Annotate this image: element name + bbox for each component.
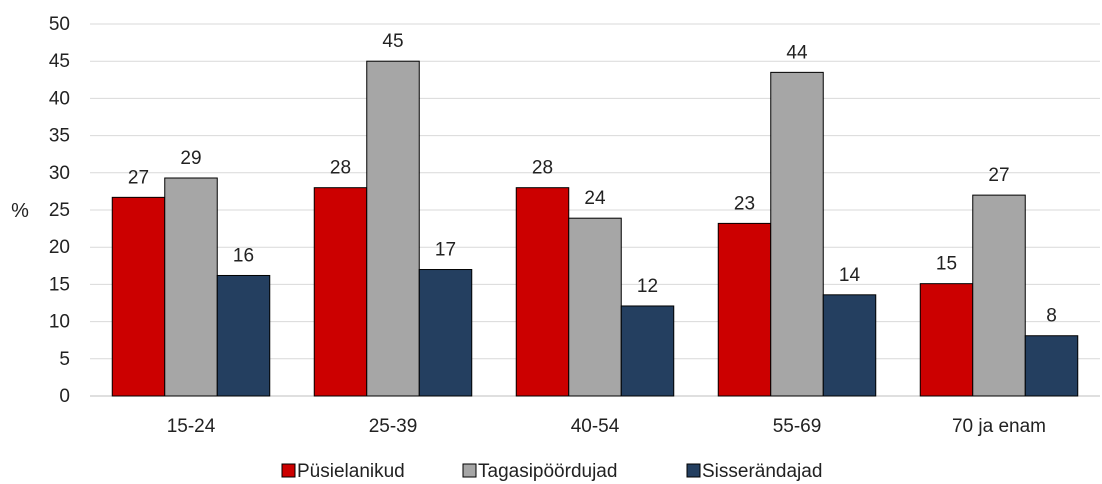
x-tick-label: 70 ja enam [952,416,1046,437]
legend-item: Tagasipöördujad [462,461,617,482]
x-tick-label: 25-39 [369,416,418,437]
y-tick-label: 30 [49,163,70,184]
data-label: 14 [839,265,861,286]
x-axis: 15-24 25-39 40-54 55-69 70 ja enam [167,416,1046,437]
y-axis-label: % [11,200,29,222]
y-tick-label: 50 [49,14,70,35]
legend-item: Püsielanikud [281,461,405,482]
data-label: 44 [786,42,808,63]
bar [972,194,1026,397]
data-label: 45 [382,31,403,52]
bar [1024,335,1079,397]
bar [366,60,420,397]
legend-label: Sisserändajad [702,461,822,482]
legend-swatch [462,463,477,478]
legend-swatch [281,463,296,478]
data-label: 23 [734,193,755,214]
y-tick-label: 0 [59,386,70,407]
data-label: 27 [128,167,149,188]
bars [111,60,1079,397]
bar [418,269,473,397]
data-label: 28 [532,158,553,179]
data-labels: 27 29 16 28 45 17 28 24 12 23 44 14 15 27 8 [128,31,1057,327]
bar [216,274,271,397]
x-tick-label: 40-54 [571,416,620,437]
data-label: 29 [180,148,201,169]
x-tick-label: 55-69 [773,416,822,437]
y-tick-label: 45 [49,51,70,72]
y-tick-label: 15 [49,274,70,295]
legend-item: Sisserändajad [686,461,822,482]
bar [111,196,166,397]
y-tick-label: 10 [49,312,70,333]
data-label: 17 [435,240,456,261]
y-tick-label: 25 [49,200,70,221]
y-tick-label: 35 [49,126,70,147]
legend: Püsielanikud Tagasipöördujad Sisserändajad [281,461,822,482]
bar [717,222,772,397]
x-tick-label: 15-24 [167,416,216,437]
data-label: 24 [584,188,606,209]
y-tick-label: 5 [59,349,70,370]
y-tick-label: 40 [49,88,70,109]
bar [568,217,622,397]
bar [515,187,570,397]
y-tick-label: 20 [49,237,70,258]
bar [919,283,974,397]
data-label: 12 [637,276,658,297]
data-label: 8 [1046,306,1057,327]
bar [313,187,368,397]
bar [822,294,877,397]
data-label: 15 [936,254,957,275]
data-label: 27 [988,165,1009,186]
data-label: 28 [330,158,351,179]
legend-swatch [686,463,701,478]
bar [164,177,218,397]
data-label: 16 [233,245,254,266]
bar [620,305,675,397]
y-axis: 0 5 10 15 20 25 30 35 40 45 50 [49,14,70,407]
legend-label: Tagasipöördujad [478,461,617,482]
legend-label: Püsielanikud [297,461,405,482]
bar [770,71,824,397]
